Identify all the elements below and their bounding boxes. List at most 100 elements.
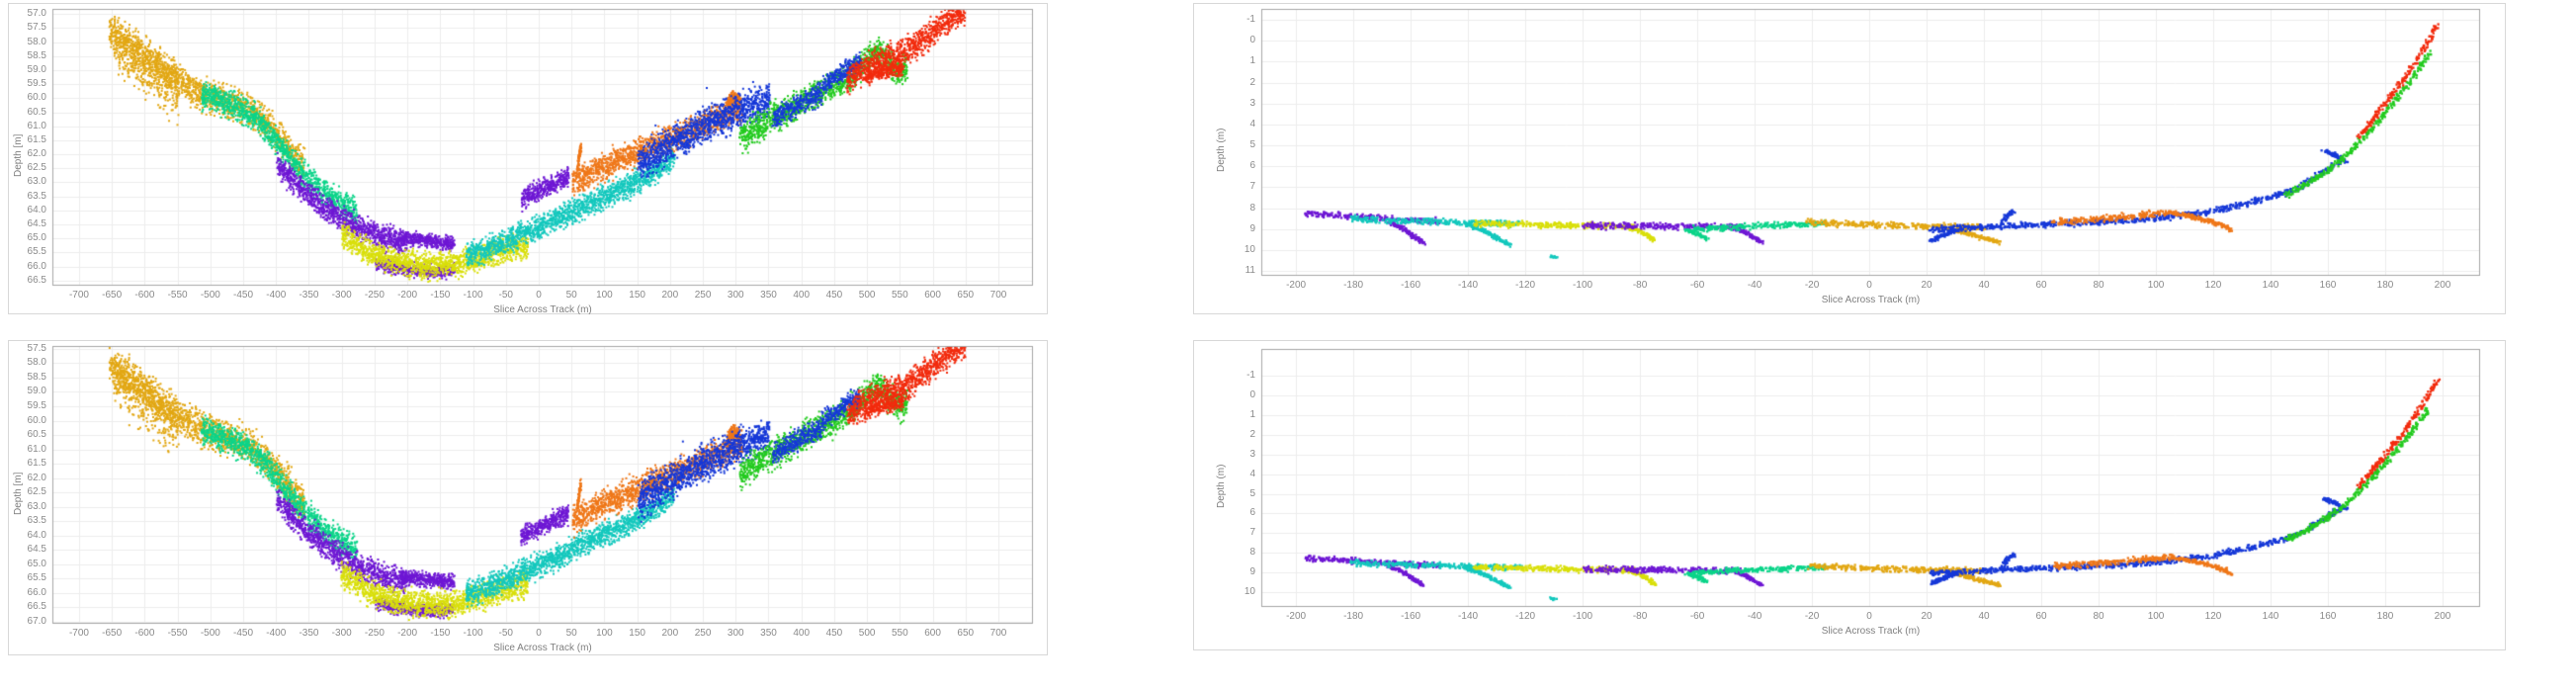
x-tick-label: -100 — [1573, 611, 1593, 622]
x-tick-label: -40 — [1747, 611, 1762, 622]
x-tick-label: -350 — [299, 628, 319, 639]
x-tick-label: -160 — [1401, 280, 1421, 291]
x-tick-label: -200 — [397, 628, 418, 639]
x-tick-label: -140 — [1458, 280, 1479, 291]
y-tick-label: 59.0 — [27, 386, 46, 397]
y-tick-label: 9 — [1249, 222, 1255, 234]
x-tick-label: -550 — [167, 628, 188, 639]
y-tick-label: 61.5 — [27, 458, 46, 470]
y-tick-label: 59.5 — [27, 78, 46, 90]
y-tick-label: 64.0 — [27, 529, 46, 541]
y-tick-label: 6 — [1249, 507, 1255, 519]
x-tick-label: -400 — [266, 290, 287, 301]
scatter-plot-canvas-bottom-left[interactable] — [9, 341, 1049, 656]
x-tick-label: -350 — [299, 290, 319, 301]
y-tick-label: 64.0 — [27, 204, 46, 216]
y-tick-label: 63.0 — [27, 500, 46, 512]
y-tick-label: 61.0 — [27, 120, 46, 131]
y-tick-label: 58.5 — [27, 49, 46, 61]
x-tick-label: 500 — [858, 628, 876, 639]
y-tick-label: 67.0 — [27, 615, 46, 627]
x-tick-label: -100 — [463, 290, 483, 301]
x-tick-label: 20 — [1921, 280, 1932, 291]
x-tick-label: 650 — [957, 290, 975, 301]
y-tick-label: 4 — [1249, 118, 1255, 129]
x-tick-label: -600 — [134, 290, 155, 301]
y-tick-label: 7 — [1249, 527, 1255, 539]
y-tick-label: 65.0 — [27, 232, 46, 244]
x-tick-label: 300 — [727, 628, 744, 639]
x-tick-label: 50 — [565, 628, 577, 639]
x-tick-label: 60 — [2035, 611, 2047, 622]
y-tick-label: 3 — [1249, 97, 1255, 109]
y-tick-label: 61.0 — [27, 443, 46, 455]
y-tick-label: 10 — [1244, 243, 1255, 255]
x-tick-label: -250 — [364, 290, 385, 301]
x-tick-label: 100 — [596, 290, 613, 301]
y-tick-label: 60.5 — [27, 429, 46, 441]
y-tick-label: 64.5 — [27, 218, 46, 230]
x-tick-label: 80 — [2093, 280, 2104, 291]
y-tick-label: 59.0 — [27, 63, 46, 75]
x-tick-label: 600 — [924, 628, 941, 639]
x-tick-label: 160 — [2319, 280, 2337, 291]
y-tick-label: 61.5 — [27, 133, 46, 145]
y-tick-label: 62.0 — [27, 148, 46, 160]
x-tick-label: 700 — [989, 628, 1007, 639]
x-tick-label: -80 — [1632, 280, 1648, 291]
x-tick-label: -200 — [1286, 611, 1307, 622]
scatter-plot-canvas-top-right[interactable] — [1194, 4, 2507, 315]
x-tick-label: 550 — [892, 628, 908, 639]
y-tick-label: 63.5 — [27, 190, 46, 202]
x-tick-label: -200 — [1286, 280, 1307, 291]
x-tick-label: 0 — [1866, 280, 1872, 291]
scatter-plot-canvas-top-left[interactable] — [9, 4, 1049, 315]
y-tick-label: 57.5 — [27, 342, 46, 354]
y-tick-label: 62.5 — [27, 486, 46, 498]
x-tick-label: 200 — [661, 628, 679, 639]
x-tick-label: 40 — [1978, 280, 1990, 291]
x-tick-label: 140 — [2262, 611, 2279, 622]
x-tick-label: -200 — [397, 290, 418, 301]
x-tick-label: 40 — [1978, 611, 1990, 622]
x-tick-label: -300 — [331, 628, 352, 639]
x-tick-label: -250 — [364, 628, 385, 639]
x-tick-label: -600 — [134, 628, 155, 639]
y-tick-label: -1 — [1246, 14, 1255, 25]
y-tick-label: 66.5 — [27, 274, 46, 286]
x-tick-label: 140 — [2262, 280, 2279, 291]
x-tick-label: 200 — [661, 290, 679, 301]
y-tick-label: 5 — [1249, 139, 1255, 151]
y-tick-label: 60.0 — [27, 414, 46, 426]
x-tick-label: -450 — [233, 290, 254, 301]
y-tick-label: -1 — [1246, 370, 1255, 382]
y-tick-label: 66.0 — [27, 260, 46, 272]
x-tick-label: -500 — [200, 290, 220, 301]
y-tick-label: 8 — [1249, 547, 1255, 559]
x-tick-label: 80 — [2093, 611, 2104, 622]
y-tick-label: 58.0 — [27, 357, 46, 369]
x-tick-label: -700 — [68, 628, 89, 639]
y-tick-label: 1 — [1249, 408, 1255, 420]
x-tick-label: -400 — [266, 628, 287, 639]
x-tick-label: 180 — [2376, 611, 2394, 622]
x-tick-label: -120 — [1515, 611, 1536, 622]
y-tick-label: 2 — [1249, 428, 1255, 440]
plot-panel-bottom-right: Depth (m) Slice Across Track (m) -200 -18… — [1193, 340, 2507, 651]
x-tick-label: -180 — [1343, 280, 1364, 291]
y-tick-label: 63.0 — [27, 176, 46, 188]
y-tick-label: 58.5 — [27, 371, 46, 383]
x-tick-label: 0 — [1866, 611, 1872, 622]
scatter-plot-canvas-bottom-right[interactable] — [1194, 341, 2507, 651]
x-tick-label: 120 — [2204, 611, 2222, 622]
x-tick-label: 60 — [2035, 280, 2047, 291]
x-tick-label: 200 — [2434, 280, 2451, 291]
x-tick-label: 450 — [825, 628, 843, 639]
x-tick-label: -20 — [1804, 280, 1820, 291]
x-tick-label: -180 — [1343, 611, 1364, 622]
y-tick-label: 6 — [1249, 160, 1255, 172]
x-tick-label: -550 — [167, 290, 188, 301]
x-tick-label: -20 — [1804, 611, 1820, 622]
x-tick-label: -150 — [430, 628, 451, 639]
